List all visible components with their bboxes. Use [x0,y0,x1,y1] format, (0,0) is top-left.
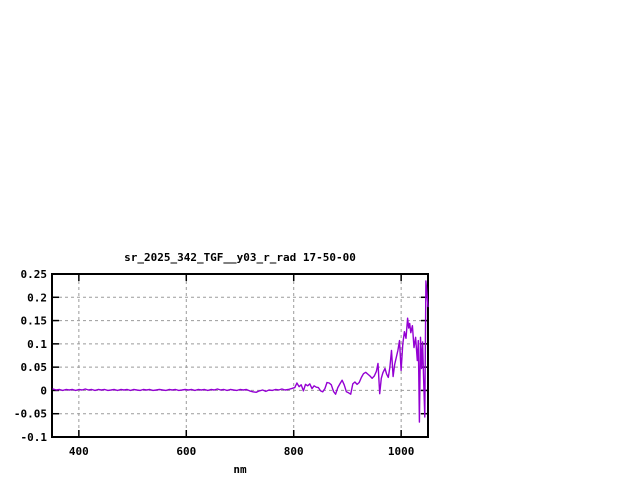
y-tick-label: 0.05 [21,361,48,374]
x-tick-label: 600 [176,445,196,458]
y-tick-label: 0 [40,384,47,397]
x-tick-label: 400 [69,445,89,458]
y-tick-label: 0.1 [27,338,47,351]
y-tick-label: 0.25 [21,268,48,281]
y-tick-label: 0.15 [21,315,48,328]
y-tick-label: -0.05 [14,408,47,421]
x-tick-label: 1000 [388,445,415,458]
plot-border [51,273,429,438]
y-tick-label: -0.1 [21,431,48,444]
data-series-line [52,280,429,423]
chart-title: sr_2025_342_TGF__y03_r_rad 17-50-00 [124,251,356,264]
x-axis-label: nm [233,463,247,476]
x-tick-label: 800 [284,445,304,458]
y-tick-label: 0.2 [27,291,47,304]
